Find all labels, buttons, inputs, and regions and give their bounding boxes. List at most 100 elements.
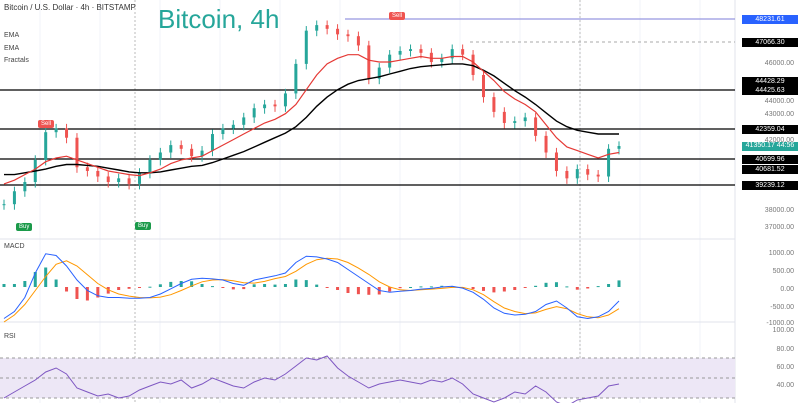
macd-histogram-bar <box>200 284 204 287</box>
rsi-tick-label: 60.00 <box>776 364 794 371</box>
candle-body <box>544 135 548 153</box>
candle-body <box>200 150 204 157</box>
candle-body <box>138 172 142 184</box>
rsi-tick-label: 100.00 <box>772 327 794 334</box>
macd-histogram-bar <box>12 284 16 287</box>
price-level-tag: 47066.30 <box>742 38 798 47</box>
macd-histogram-bar <box>85 287 89 301</box>
candle-body <box>409 49 413 51</box>
macd-histogram-bar <box>304 280 308 287</box>
candle-body <box>429 52 433 63</box>
macd-histogram-bar <box>127 287 131 289</box>
candle-body <box>471 54 475 75</box>
legend-ema-1[interactable]: EMA <box>4 32 20 39</box>
legend-fractals[interactable]: Fractals <box>4 57 29 64</box>
macd-histogram-bar <box>75 287 79 299</box>
macd-tick-label: 1000.00 <box>768 250 794 257</box>
candle-body <box>377 67 381 79</box>
candle-body <box>221 128 225 135</box>
candle-body <box>148 159 152 173</box>
candle-body <box>242 117 246 125</box>
macd-tick-label: -1000.00 <box>766 320 794 327</box>
legend-ema-2[interactable]: EMA <box>4 45 20 52</box>
candle-body <box>534 117 538 136</box>
candle-body <box>502 111 506 123</box>
macd-histogram-bar <box>481 287 485 291</box>
macd-histogram-bar <box>492 287 496 293</box>
candle-body <box>263 104 267 109</box>
price-tick-label: 37000.00 <box>764 224 794 231</box>
candle-body <box>554 152 558 171</box>
macd-histogram-bar <box>138 287 142 288</box>
price-level-tag: 42359.04 <box>742 125 798 134</box>
macd-histogram-bar <box>429 286 433 288</box>
rsi-tick-label: 80.00 <box>776 346 794 353</box>
macd-histogram-bar <box>575 287 579 290</box>
last-price-tag: 41350.17 44:56 <box>742 142 798 151</box>
macd-histogram-bar <box>315 284 319 287</box>
candle-body <box>231 124 235 129</box>
chart-title: Bitcoin, 4h <box>158 4 280 34</box>
price-tick-label: 38000.00 <box>764 207 794 214</box>
macd-histogram-bar <box>544 282 548 287</box>
macd-histogram-bar <box>586 287 590 289</box>
price-level-tag: 40681.52 <box>742 165 798 174</box>
macd-histogram-bar <box>596 286 600 288</box>
price-tick-label: 43000.00 <box>764 111 794 118</box>
candle-body <box>283 93 287 107</box>
candle-body <box>23 182 27 192</box>
candle-body <box>169 145 173 153</box>
macd-histogram-bar <box>471 287 475 290</box>
candle-body <box>513 121 517 123</box>
candle-body <box>356 36 360 46</box>
buy-signal-marker: Buy <box>16 223 33 231</box>
candle-body <box>575 169 579 179</box>
candle-body <box>96 170 100 177</box>
candle-body <box>65 128 69 138</box>
macd-histogram-bar <box>409 287 413 288</box>
macd-histogram-bar <box>294 279 298 287</box>
macd-histogram-bar <box>96 287 100 298</box>
price-tick-label: 44000.00 <box>764 98 794 105</box>
macd-histogram-bar <box>502 287 506 292</box>
candle-body <box>190 148 194 157</box>
candle-body <box>388 54 392 68</box>
price-level-tag: 44428.29 <box>742 77 798 86</box>
macd-histogram-bar <box>356 287 360 295</box>
macd-pane-label[interactable]: MACD <box>4 243 25 250</box>
candle-body <box>294 63 298 94</box>
macd-histogram-bar <box>273 284 277 287</box>
buy-signal-marker: Buy <box>135 222 152 230</box>
candle-body <box>106 176 110 183</box>
candle-body <box>75 137 79 168</box>
macd-histogram-bar <box>117 287 121 290</box>
macd-histogram-bar <box>534 285 538 287</box>
candle-body <box>44 132 48 160</box>
macd-histogram-bar <box>263 284 267 287</box>
macd-line <box>3 253 620 320</box>
candle-body <box>607 148 611 177</box>
macd-tick-label: 0.00 <box>780 286 794 293</box>
price-tick-label: 42000.00 <box>764 137 794 144</box>
macd-histogram-bar <box>440 285 444 287</box>
candle-body <box>398 50 402 55</box>
candle-body <box>565 170 569 179</box>
candle-body <box>12 191 16 205</box>
macd-histogram-bar <box>65 287 69 292</box>
price-tick-label: 46000.00 <box>764 60 794 67</box>
candle-body <box>158 152 162 160</box>
macd-histogram-bar <box>607 284 611 287</box>
candle-body <box>440 58 444 63</box>
macd-histogram-bar <box>554 282 558 287</box>
macd-histogram-bar <box>283 284 287 287</box>
candle-body <box>617 146 621 149</box>
macd-histogram-bar <box>231 287 235 290</box>
macd-histogram-bar <box>33 272 37 287</box>
candle-body <box>481 74 485 98</box>
candle-body <box>273 104 277 107</box>
rsi-pane-label[interactable]: RSI <box>4 333 16 340</box>
macd-histogram-bar <box>190 281 194 287</box>
candle-body <box>54 128 58 133</box>
